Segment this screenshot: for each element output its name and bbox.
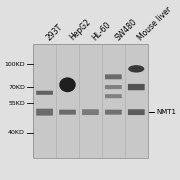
Ellipse shape [59,77,76,92]
Text: 100KD: 100KD [4,62,25,67]
Text: 70KD: 70KD [8,85,25,90]
Bar [33,44,148,158]
Text: HL-60: HL-60 [90,20,113,42]
FancyBboxPatch shape [105,74,122,79]
Text: 55KD: 55KD [8,101,25,105]
Text: 40KD: 40KD [8,130,25,135]
Text: HepG2: HepG2 [68,17,92,42]
FancyBboxPatch shape [82,109,99,115]
Text: SW480: SW480 [113,17,139,42]
Text: 293T: 293T [45,22,64,42]
FancyBboxPatch shape [128,84,145,90]
FancyBboxPatch shape [105,85,122,89]
FancyBboxPatch shape [36,91,53,95]
FancyBboxPatch shape [59,110,76,115]
FancyBboxPatch shape [128,109,145,115]
Bar [33,44,148,158]
FancyBboxPatch shape [36,109,53,116]
FancyBboxPatch shape [105,94,122,98]
Text: NMT1: NMT1 [156,109,176,115]
FancyBboxPatch shape [105,110,122,115]
Text: Mouse liver: Mouse liver [136,5,174,42]
Ellipse shape [128,65,144,73]
